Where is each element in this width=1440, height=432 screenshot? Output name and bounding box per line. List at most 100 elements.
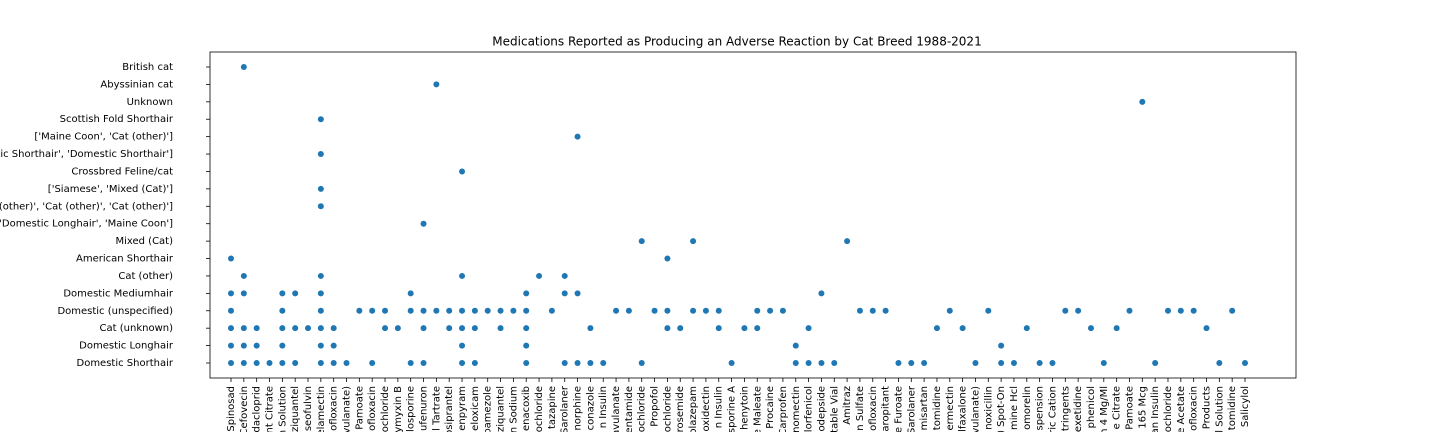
- x-tick-label: ofloxacin: [367, 386, 378, 431]
- y-tick-label: ['Domestic Shorthair', 'Domestic Shortha…: [0, 149, 173, 160]
- point: [382, 325, 389, 332]
- point: [228, 255, 234, 262]
- point: [228, 342, 234, 349]
- y-tick-label: Domestic Mediumhair: [63, 288, 174, 299]
- x-tick-label: aropitant: [881, 386, 892, 432]
- x-tick-label: nt Citrate: [265, 386, 276, 432]
- point: [690, 307, 697, 314]
- point: [471, 307, 478, 314]
- x-tick-label: n Insulin: [598, 386, 609, 428]
- point: [625, 307, 632, 314]
- x-tick-label: Cefovecin: [239, 386, 250, 432]
- point: [959, 325, 966, 332]
- point: [369, 307, 376, 314]
- point: [844, 238, 851, 245]
- x-tick-label: nomectin: [791, 386, 802, 432]
- point: [459, 360, 466, 366]
- point: [459, 307, 466, 314]
- point: [1152, 360, 1159, 366]
- point: [459, 342, 466, 349]
- plot-frame: [209, 51, 1297, 379]
- y-tick-label: Cat (unknown): [100, 323, 174, 334]
- x-tick-label: lfaxalone: [958, 386, 969, 432]
- y-tick-label: Domestic Shorthair: [77, 358, 174, 369]
- point: [279, 307, 286, 314]
- point: [228, 360, 234, 366]
- x-tick-label: tomidine: [932, 386, 943, 430]
- point: [228, 290, 234, 297]
- point: [792, 360, 799, 366]
- point: [279, 325, 286, 332]
- x-tick-label: sporine A: [727, 386, 738, 432]
- point: [497, 307, 504, 314]
- x-tick-label: ochloride: [662, 386, 673, 432]
- x-tick-label: 165 Mcg: [1137, 386, 1148, 429]
- y-tick-label: American Shorthair: [76, 254, 174, 265]
- point: [317, 185, 324, 192]
- x-tick-label: phenicol: [1086, 386, 1097, 428]
- point: [317, 151, 324, 158]
- x-tick-label: ermectin: [945, 386, 956, 431]
- x-tick-label: l Tartrate: [431, 386, 442, 431]
- point: [523, 342, 530, 349]
- point: [420, 307, 427, 314]
- point: [972, 360, 979, 366]
- point: [510, 307, 517, 314]
- x-tick-label: losporine: [406, 386, 417, 432]
- point: [240, 272, 247, 279]
- x-tick-label: lorfenicol: [804, 386, 815, 432]
- point: [754, 325, 761, 332]
- point: [407, 360, 414, 366]
- point: [690, 238, 697, 245]
- x-tick-label: Carprofen: [778, 386, 789, 432]
- point: [1229, 307, 1236, 314]
- point: [1139, 98, 1146, 105]
- point: [459, 168, 466, 175]
- point: [356, 307, 363, 314]
- point: [292, 360, 299, 366]
- point: [728, 360, 735, 366]
- x-tick-label: exetidine: [1073, 386, 1084, 432]
- x-tick-label: oxidectin: [701, 386, 712, 432]
- y-tick-label: ['Domestic Longhair', 'Maine Coon']: [0, 219, 173, 230]
- x-tick-label: n Insulin: [714, 386, 725, 428]
- x-tick-label: enpyram: [457, 386, 468, 431]
- point: [1100, 360, 1107, 366]
- point: [317, 272, 324, 279]
- point: [651, 307, 658, 314]
- y-tick-label: Mixed (Cat): [115, 236, 173, 247]
- point: [1203, 325, 1210, 332]
- point: [754, 307, 761, 314]
- point: [946, 307, 953, 314]
- point: [394, 325, 401, 332]
- point: [228, 307, 234, 314]
- point: [459, 272, 466, 279]
- point: [536, 272, 543, 279]
- point: [921, 360, 928, 366]
- point: [1177, 307, 1184, 314]
- y-tick-label: Crossbred Feline/cat: [71, 166, 173, 177]
- x-tick-label: vulanate): [970, 386, 981, 432]
- y-tick-label: Abyssinian cat: [100, 79, 173, 90]
- point: [240, 325, 247, 332]
- x-tick-label: iseofulvin: [303, 386, 314, 432]
- point: [317, 290, 324, 297]
- point: [715, 325, 722, 332]
- x-tick-label: e Acetate: [1176, 386, 1187, 432]
- point: [369, 360, 376, 366]
- point: [548, 307, 555, 314]
- x-tick-label: noxicillin: [983, 386, 994, 430]
- point: [240, 64, 247, 70]
- point: [240, 342, 247, 349]
- point: [985, 307, 992, 314]
- point: [471, 325, 478, 332]
- x-tick-label: n Solution: [277, 386, 288, 432]
- y-tick-label: Domestic Longhair: [79, 341, 174, 352]
- point: [638, 238, 645, 245]
- x-tick-label: Spinosad: [226, 386, 237, 432]
- point: [253, 360, 260, 366]
- point: [664, 325, 671, 332]
- point: [433, 307, 440, 314]
- point: [805, 360, 812, 366]
- point: [305, 325, 312, 332]
